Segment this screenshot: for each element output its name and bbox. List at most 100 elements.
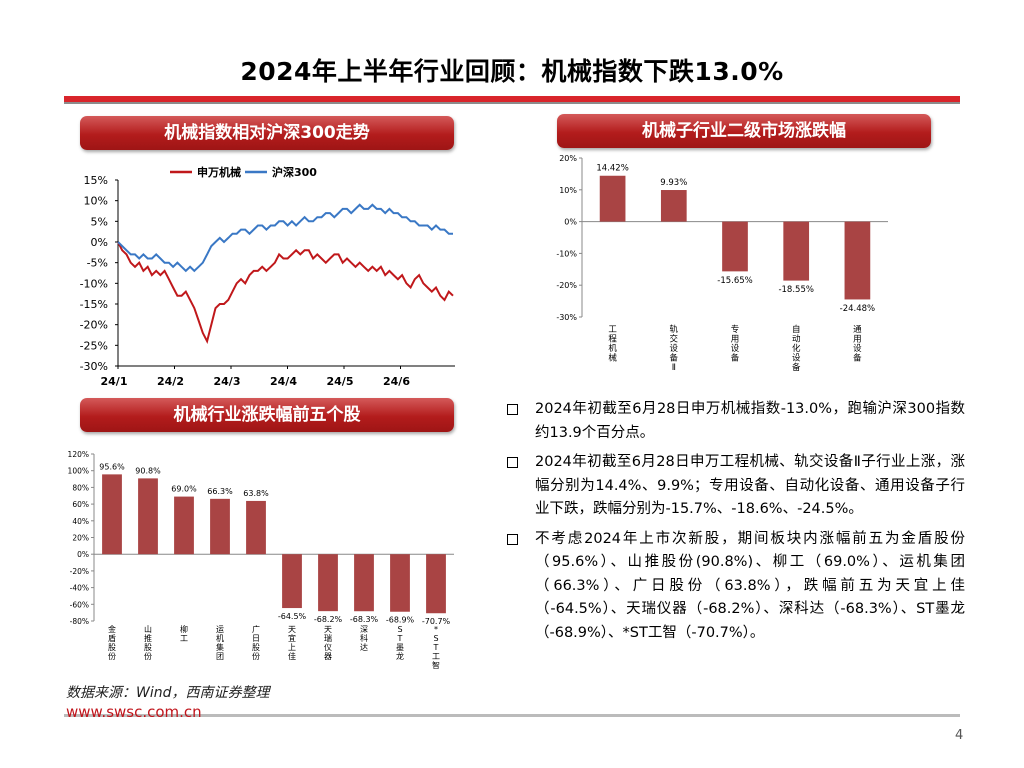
category-label: S T 墨龙 (396, 625, 404, 661)
y-tick-label: -30% (80, 360, 108, 373)
bar (599, 175, 626, 222)
x-tick-label: 24/4 (270, 375, 297, 388)
title-divider-shadow (64, 102, 960, 104)
category-label: 金盾股份 (108, 624, 116, 661)
y-tick-label: -20% (80, 319, 108, 332)
category-label: 通用设备 (853, 324, 862, 364)
data-label: -24.48% (840, 304, 875, 314)
y-tick-label: 15% (84, 174, 108, 187)
category-label: 柳工 (180, 624, 188, 643)
data-label: -64.5% (278, 612, 307, 621)
y-tick-label: 120% (68, 450, 89, 459)
title-divider (64, 96, 960, 102)
x-tick-label: 24/3 (214, 375, 241, 388)
y-tick-label: 20% (559, 154, 577, 163)
legend-label: 沪深300 (272, 165, 317, 179)
category-label: 专用设备 (731, 324, 740, 364)
category-label: 运机集团 (216, 625, 224, 661)
y-tick-label: 5% (91, 215, 108, 228)
y-tick-label: -20% (70, 567, 89, 576)
y-tick-label: -40% (70, 584, 89, 593)
category-label: 山推股份 (144, 624, 152, 661)
category-label: 自动化设备 (792, 324, 801, 373)
data-label: 95.6% (99, 462, 125, 471)
y-tick-label: -30% (556, 313, 577, 322)
checkbox-icon (507, 457, 518, 468)
data-label: 69.0% (171, 485, 197, 494)
bar (390, 554, 410, 612)
chart1-banner: 机械指数相对沪深300走势 (80, 116, 454, 150)
x-tick-label: 24/6 (383, 375, 410, 388)
y-tick-label: 60% (72, 500, 89, 509)
data-label: -18.55% (778, 285, 813, 295)
y-tick-label: 0% (91, 236, 108, 249)
bullet-list: 2024年初截至6月28日申万机械指数-13.0%，跑输沪深300指数约13.9… (505, 398, 965, 651)
y-tick-label: -10% (556, 249, 577, 258)
bullet-item: 2024年初截至6月28日申万机械指数-13.0%，跑输沪深300指数约13.9… (505, 398, 965, 445)
x-tick-label: 24/5 (327, 375, 354, 388)
chart3-banner: 机械行业涨跌幅前五个股 (80, 398, 454, 432)
chart2-banner: 机械子行业二级市场涨跌幅 (557, 114, 931, 148)
bullet-item: 2024年初截至6月28日申万工程机械、轨交设备Ⅱ子行业上涨，涨幅分别为14.4… (505, 451, 965, 522)
bar (354, 554, 374, 612)
checkbox-icon (507, 533, 518, 545)
y-tick-label: 10% (559, 186, 577, 195)
y-tick-label: -10% (80, 277, 108, 290)
y-tick-label: -25% (80, 339, 108, 352)
bar (318, 554, 338, 612)
category-label: 广日股份 (252, 624, 260, 661)
footer-divider (64, 714, 960, 717)
data-label: 90.8% (135, 466, 161, 475)
bar (174, 496, 194, 555)
data-source: 数据来源：Wind，西南证券整理 (66, 685, 270, 701)
y-tick-label: 80% (72, 483, 89, 492)
category-label: 深科达 (360, 625, 368, 652)
x-tick-label: 24/1 (101, 375, 128, 388)
data-label: 63.8% (243, 489, 269, 498)
y-tick-label: -5% (87, 257, 108, 270)
y-tick-label: 100% (68, 467, 89, 476)
data-label: 14.42% (596, 164, 628, 174)
y-tick-label: 40% (72, 517, 89, 526)
bullet-item: 不考虑2024年上市次新股，期间板块内涨幅前五为金盾股份（95.6%）、山推股份… (505, 528, 965, 646)
y-tick-label: -20% (556, 281, 577, 290)
footer-url[interactable]: www.swsc.com.cn (66, 703, 202, 721)
bar (282, 554, 302, 609)
series-line-hs300 (117, 203, 453, 273)
data-label: -68.2% (314, 615, 343, 624)
y-tick-label: 10% (84, 195, 108, 208)
bar (844, 221, 871, 300)
data-label: -68.9% (386, 616, 415, 625)
data-label: -70.7% (422, 617, 451, 626)
page-title: 2024年上半年行业回顾：机械指数下跌13.0% (240, 57, 784, 86)
data-label: 9.93% (660, 178, 687, 188)
y-tick-label: -15% (80, 298, 108, 311)
category-label: 工程机械 (608, 325, 617, 364)
bullet-text: 2024年初截至6月28日申万机械指数-13.0%，跑输沪深300指数约13.9… (535, 401, 965, 441)
y-tick-label: 20% (72, 534, 89, 543)
bullet-text: 不考虑2024年上市次新股，期间板块内涨幅前五为金盾股份（95.6%）、山推股份… (535, 530, 965, 641)
y-tick-label: 0% (77, 550, 89, 559)
data-label: -15.65% (717, 276, 752, 286)
data-label: 66.3% (207, 487, 233, 496)
bar (138, 478, 158, 555)
subindustry-bar-chart: 20% 10% 0% -10% -20% -30% 14.42% 工程机械 9.93% 轨交设备 Ⅱ… (556, 154, 888, 373)
bar (102, 474, 122, 555)
bar (660, 190, 687, 222)
page-number: 4 (955, 728, 964, 743)
x-tick-label: 24/2 (157, 375, 184, 388)
y-tick-label: -60% (70, 600, 89, 609)
category-label: 天宜上佳 (288, 625, 296, 661)
line-chart: 15% 10% 5% 0% -5% -10% -15% -20% -25% -30% 24/1 24/… (80, 165, 455, 388)
bullet-text: 2024年初截至6月28日申万工程机械、轨交设备Ⅱ子行业上涨，涨幅分别为14.4… (535, 454, 965, 517)
bar (426, 554, 446, 614)
category-label: 轨交设备 Ⅱ (670, 324, 679, 373)
series-line-sw-machinery (117, 241, 454, 344)
category-label: 天瑞仪器 (324, 625, 332, 661)
bar (210, 498, 230, 555)
y-tick-label: 0% (564, 218, 577, 227)
data-label: -68.3% (350, 615, 379, 624)
stock-bar-chart: 120% 100% 80% 60% 40% 20% 0% -20% -40% -60% -80% 95… (68, 450, 454, 670)
checkbox-icon (507, 404, 518, 415)
y-tick-label: -80% (70, 617, 89, 626)
